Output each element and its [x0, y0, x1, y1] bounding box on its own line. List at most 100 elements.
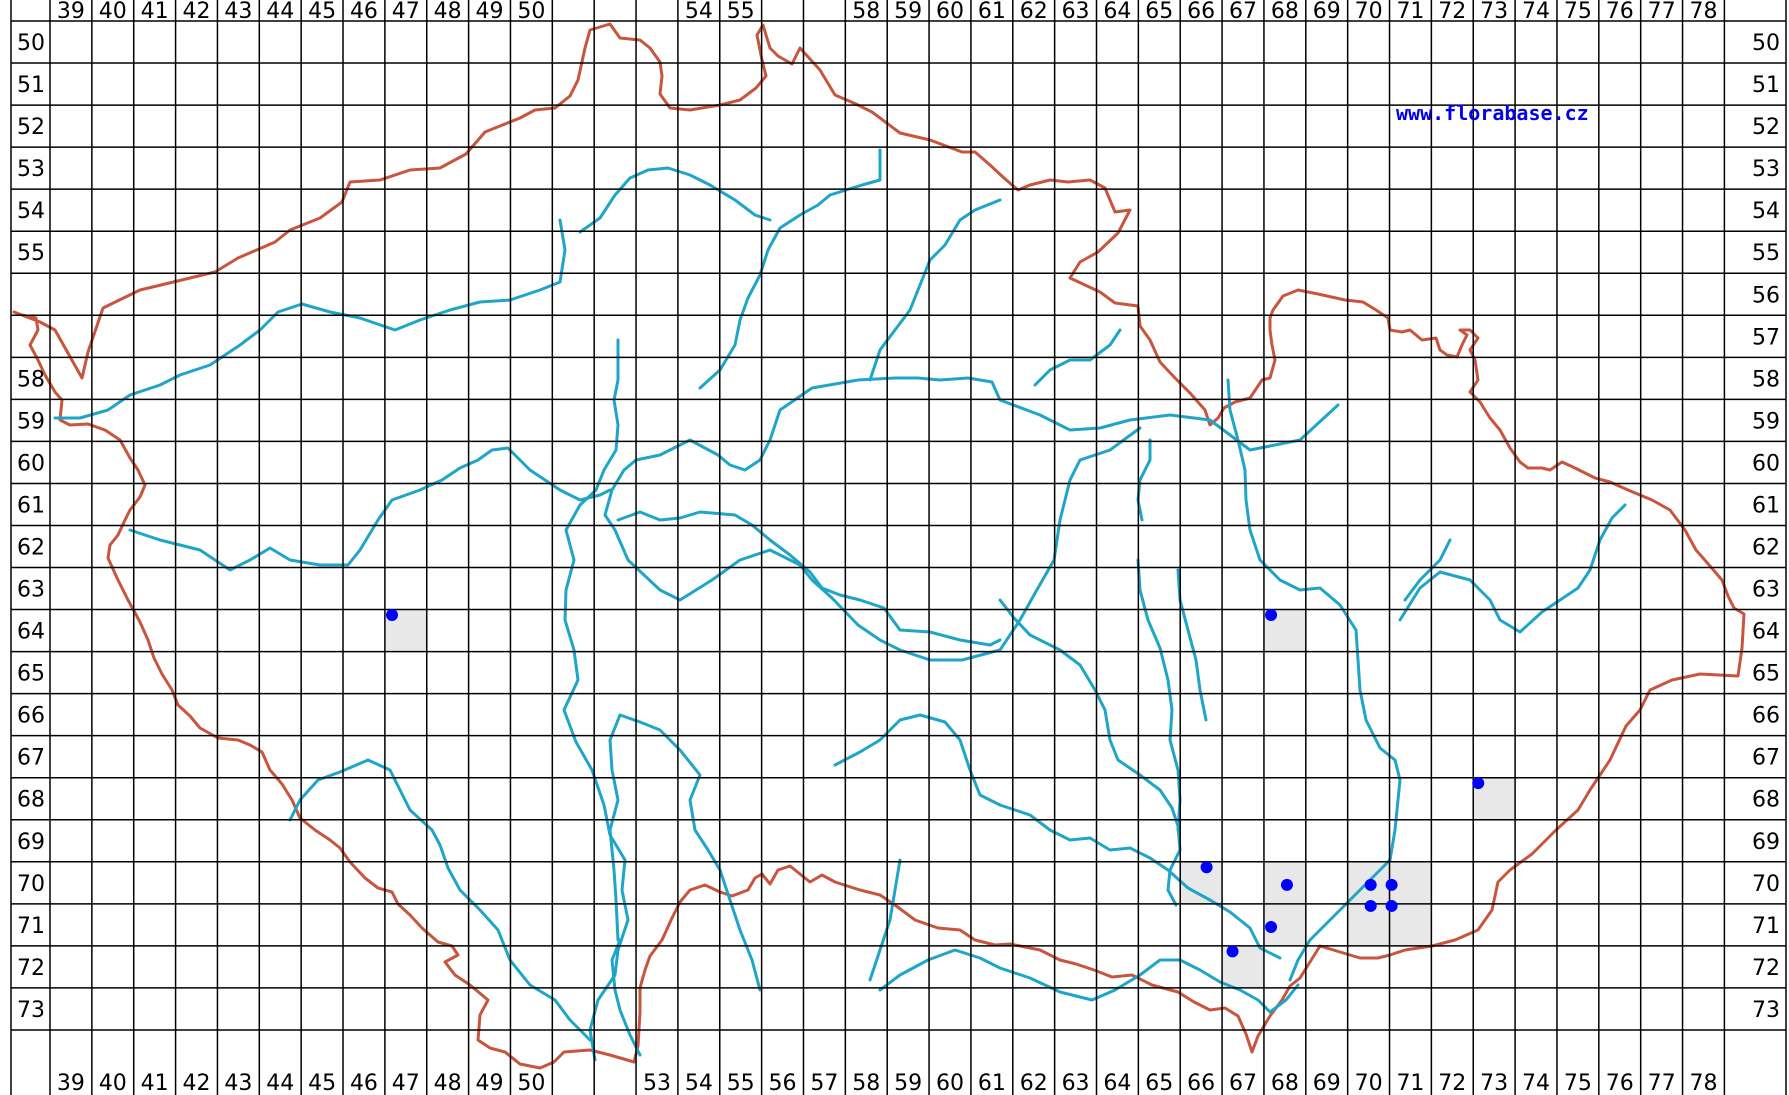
bottom-col-label: 59: [894, 1071, 922, 1095]
left-row-label: 55: [17, 241, 45, 266]
top-col-label: 69: [1313, 0, 1341, 24]
left-row-label: 68: [17, 788, 45, 813]
bottom-col-label: 63: [1062, 1071, 1090, 1095]
record-dot-71-71: [1385, 899, 1398, 912]
right-row-label: 61: [1752, 493, 1780, 518]
top-col-label: 78: [1689, 0, 1717, 24]
left-row-label: 70: [17, 872, 45, 897]
right-row-label: 67: [1752, 746, 1780, 771]
top-col-label: 55: [727, 0, 755, 24]
river-svratka: [998, 598, 1182, 907]
river-ohre: [53, 218, 567, 420]
river-morava: [1226, 378, 1402, 982]
bottom-col-label: 72: [1438, 1071, 1466, 1095]
bottom-col-label: 66: [1187, 1071, 1215, 1095]
right-row-label: 63: [1752, 578, 1780, 603]
top-col-label: 67: [1229, 0, 1257, 24]
left-row-label: 72: [17, 956, 45, 981]
bottom-col-label: 62: [1020, 1071, 1048, 1095]
river-vltava: [562, 338, 630, 1062]
record-dot-70-71: [1364, 899, 1377, 912]
right-row-label: 65: [1752, 662, 1780, 687]
top-col-label: 68: [1271, 0, 1299, 24]
mapping-grid: [10, 0, 1787, 1095]
top-col-label: 74: [1522, 0, 1550, 24]
top-col-label: 54: [685, 0, 713, 24]
right-row-label: 56: [1752, 283, 1780, 308]
top-col-label: 46: [350, 0, 378, 24]
left-row-label: 59: [17, 409, 45, 434]
record-dot-68-71: [1265, 920, 1278, 933]
river-north-tributary: [868, 198, 1002, 382]
left-row-label: 67: [17, 746, 45, 771]
right-row-label: 66: [1752, 704, 1780, 729]
grid-labels: 39 40 41 42 43 44 45 46 47 48 49 50 54 55 58 59 60 61 62 63…: [17, 0, 1780, 1095]
left-row-label: 52: [17, 115, 45, 140]
bottom-col-label: 74: [1522, 1071, 1550, 1095]
top-col-label: 40: [99, 0, 127, 24]
bottom-col-label: 71: [1396, 1071, 1424, 1095]
bottom-col-label: 69: [1313, 1071, 1341, 1095]
top-col-label: 77: [1648, 0, 1676, 24]
top-col-label: 75: [1564, 0, 1592, 24]
river-berounka: [128, 446, 612, 572]
bottom-col-label: 39: [57, 1071, 85, 1095]
right-row-label: 72: [1752, 956, 1780, 981]
bottom-col-label: 68: [1271, 1071, 1299, 1095]
right-row-label: 55: [1752, 241, 1780, 266]
bottom-col-label: 73: [1480, 1071, 1508, 1095]
left-row-label: 64: [17, 620, 45, 645]
record-dot-71-70: [1385, 878, 1398, 891]
bottom-col-label: 77: [1648, 1071, 1676, 1095]
top-col-label: 70: [1355, 0, 1383, 24]
right-row-label: 53: [1752, 157, 1780, 182]
bottom-col-label: 40: [99, 1071, 127, 1095]
right-row-label: 59: [1752, 409, 1780, 434]
top-col-label: 63: [1062, 0, 1090, 24]
top-col-label: 41: [141, 0, 169, 24]
bottom-col-label: 49: [476, 1071, 504, 1095]
bottom-col-label: 75: [1564, 1071, 1592, 1095]
bottom-col-label: 78: [1689, 1071, 1717, 1095]
left-row-label: 58: [17, 367, 45, 392]
top-col-label: 58: [852, 0, 880, 24]
bottom-col-label: 53: [643, 1071, 671, 1095]
river-upper-vltava: [868, 858, 902, 982]
right-row-label: 54: [1752, 199, 1780, 224]
bottom-col-label: 43: [224, 1071, 252, 1095]
river-oslava: [1176, 568, 1208, 722]
left-row-label: 54: [17, 199, 45, 224]
top-col-label: 73: [1480, 0, 1508, 24]
bottom-col-label: 57: [810, 1071, 838, 1095]
record-dot-73-68: [1472, 777, 1485, 790]
bottom-col-label: 60: [936, 1071, 964, 1095]
river-vsetinska: [1403, 538, 1452, 602]
river-becva: [1398, 503, 1627, 634]
occupied-cell-71-71: [1389, 903, 1432, 946]
bottom-col-label: 76: [1606, 1071, 1634, 1095]
river-ploucnice: [578, 166, 772, 234]
bottom-col-label: 46: [350, 1071, 378, 1095]
record-dot-68-70: [1280, 878, 1293, 891]
bottom-col-label: 42: [183, 1071, 211, 1095]
top-col-label: 49: [476, 0, 504, 24]
record-dot-47-64: [385, 609, 398, 622]
river-jihlava: [833, 713, 1282, 960]
right-row-label: 71: [1752, 914, 1780, 939]
right-row-label: 58: [1752, 367, 1780, 392]
bottom-col-label: 54: [685, 1071, 713, 1095]
top-col-label: 71: [1396, 0, 1424, 24]
watermark-text: www.florabase.cz: [1396, 101, 1589, 125]
river-jizera: [698, 148, 882, 390]
river-dyje: [878, 948, 1300, 1014]
left-row-label: 73: [17, 998, 45, 1023]
bottom-col-label: 56: [769, 1071, 797, 1095]
river-sazava: [616, 510, 1002, 647]
left-row-label: 53: [17, 157, 45, 182]
bottom-col-label: 48: [434, 1071, 462, 1095]
record-dots-layer: [385, 609, 1485, 958]
top-col-label: 61: [978, 0, 1006, 24]
bottom-col-label: 61: [978, 1071, 1006, 1095]
left-row-label: 50: [17, 31, 45, 56]
